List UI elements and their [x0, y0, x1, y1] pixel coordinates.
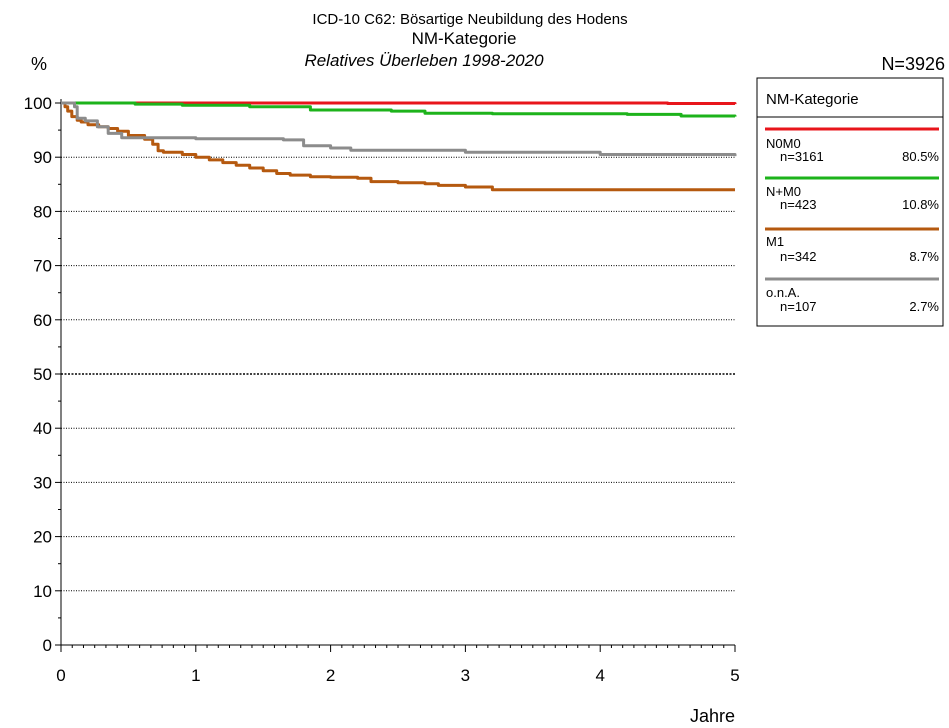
y-tick-label-10: 10 [33, 582, 52, 601]
legend-pct-nplusm0: 10.8% [902, 197, 939, 212]
legend-n-m1: n=342 [780, 249, 817, 264]
legend-n-ona: n=107 [780, 299, 817, 314]
series-line-o-n-a [61, 101, 737, 157]
legend-pct-n0m0: 80.5% [902, 149, 939, 164]
series-line-m1 [61, 101, 735, 192]
x-axis-label: Jahre [690, 706, 735, 726]
x-tick-label-2: 2 [326, 666, 335, 685]
legend-pct-m1: 8.7% [909, 249, 939, 264]
y-tick-label-60: 60 [33, 311, 52, 330]
legend-pct-ona: 2.7% [909, 299, 939, 314]
total-count: N=3926 [881, 54, 945, 74]
chart-subtitle: NM-Kategorie [412, 29, 517, 48]
series-lines [61, 101, 737, 192]
y-axis-label: % [31, 54, 47, 74]
legend-box [756, 77, 944, 327]
series-line-n-m0 [61, 101, 737, 118]
y-tick-label-70: 70 [33, 257, 52, 276]
chart-title: ICD-10 C62: Bösartige Neubildung des Hod… [312, 11, 627, 28]
legend-name-nplusm0: N+M0 [766, 184, 801, 199]
legend-name-n0m0: N0M0 [766, 136, 801, 151]
y-tick-label-100: 100 [24, 94, 52, 113]
y-tick-label-80: 80 [33, 202, 52, 221]
legend: NM-Kategorie N0M0 n=3161 80.5% N+M0 n=42… [756, 77, 944, 327]
axes: 0 10 20 30 40 50 60 70 80 90 100 0 1 2 3 4 5 [24, 94, 740, 685]
legend-n-nplusm0: n=423 [780, 197, 817, 212]
x-tick-label-1: 1 [191, 666, 200, 685]
legend-n-n0m0: n=3161 [780, 149, 824, 164]
x-tick-label-3: 3 [461, 666, 470, 685]
legend-title: NM-Kategorie [766, 91, 859, 108]
y-tick-label-50: 50 [33, 365, 52, 384]
series-line-n0m0 [61, 101, 737, 105]
y-tick-label-40: 40 [33, 419, 52, 438]
y-tick-label-90: 90 [33, 148, 52, 167]
x-tick-label-5: 5 [730, 666, 739, 685]
x-tick-label-4: 4 [595, 666, 604, 685]
y-tick-label-30: 30 [33, 473, 52, 492]
x-tick-label-0: 0 [56, 666, 65, 685]
y-tick-label-0: 0 [43, 636, 52, 655]
gridlines [61, 102, 735, 592]
legend-name-ona: o.n.A. [766, 285, 800, 300]
chart-subtitle-survival: Relatives Überleben 1998-2020 [304, 51, 544, 70]
y-tick-label-20: 20 [33, 528, 52, 547]
legend-name-m1: M1 [766, 234, 784, 249]
